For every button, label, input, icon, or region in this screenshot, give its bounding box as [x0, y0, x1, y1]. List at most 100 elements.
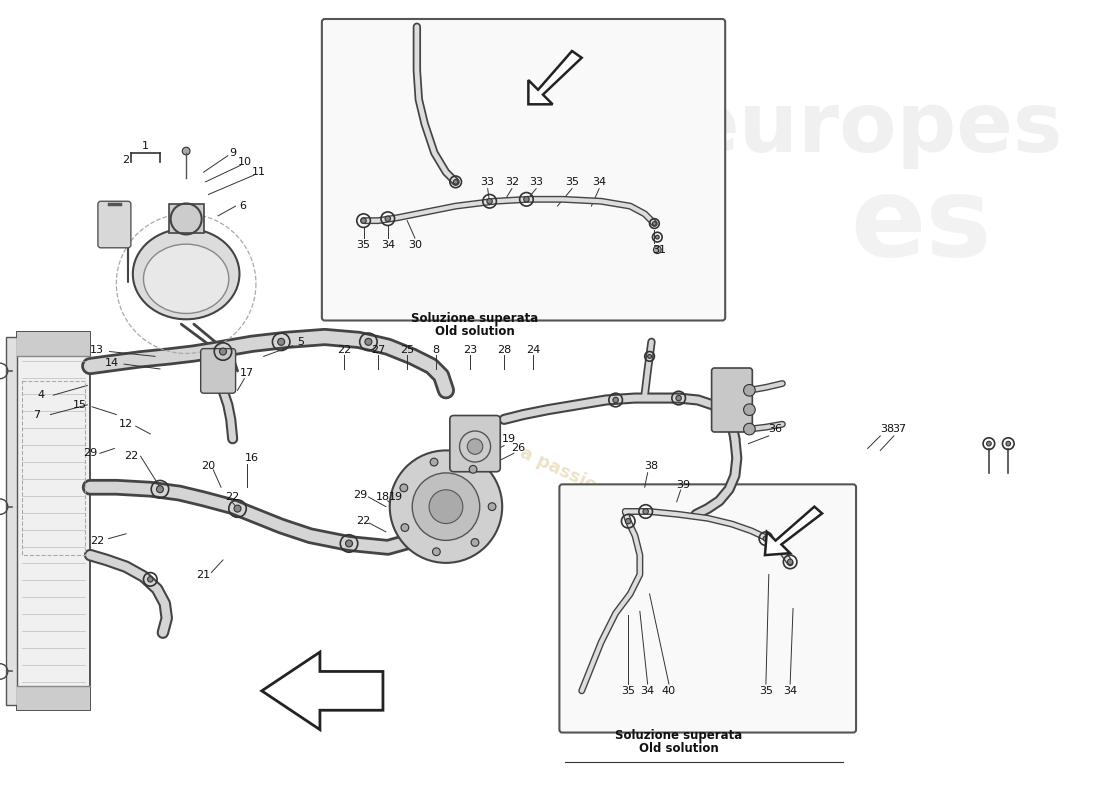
Circle shape: [361, 218, 366, 223]
Text: 17: 17: [240, 368, 254, 378]
Circle shape: [147, 577, 153, 582]
Text: 9: 9: [229, 148, 236, 158]
Circle shape: [524, 197, 529, 202]
Circle shape: [429, 490, 463, 523]
Text: 22: 22: [90, 535, 104, 546]
Text: 12: 12: [119, 419, 133, 430]
Text: 14: 14: [104, 358, 119, 368]
Text: 23: 23: [463, 345, 477, 354]
Text: Old solution: Old solution: [436, 325, 515, 338]
Text: 34: 34: [381, 240, 395, 250]
Text: Soluzione superata: Soluzione superata: [411, 313, 539, 326]
Circle shape: [234, 505, 241, 512]
Text: 13: 13: [90, 345, 103, 354]
Text: 38: 38: [880, 424, 894, 434]
Circle shape: [385, 216, 390, 222]
Text: 33: 33: [481, 177, 495, 187]
Circle shape: [277, 338, 285, 346]
Text: 5: 5: [297, 337, 304, 347]
Circle shape: [470, 466, 477, 474]
Text: 40: 40: [662, 686, 676, 696]
Text: 34: 34: [592, 177, 606, 187]
Circle shape: [156, 486, 164, 493]
Text: 34: 34: [640, 686, 654, 696]
Text: 30: 30: [408, 240, 422, 250]
Circle shape: [400, 484, 408, 492]
Circle shape: [1005, 442, 1011, 446]
Text: 24: 24: [526, 345, 540, 354]
Circle shape: [412, 473, 480, 540]
Circle shape: [468, 438, 483, 454]
Text: 8: 8: [432, 345, 440, 354]
Circle shape: [987, 442, 991, 446]
Text: 35: 35: [759, 686, 773, 696]
Circle shape: [183, 147, 190, 155]
Circle shape: [644, 509, 648, 514]
Text: 35: 35: [565, 177, 579, 187]
Text: 28: 28: [497, 345, 512, 354]
Polygon shape: [764, 506, 822, 555]
Text: 36: 36: [769, 424, 782, 434]
FancyBboxPatch shape: [712, 368, 752, 432]
Circle shape: [365, 338, 372, 346]
Bar: [18, 686, 90, 710]
Text: 11: 11: [252, 167, 266, 177]
FancyBboxPatch shape: [560, 484, 856, 733]
Circle shape: [675, 395, 681, 401]
Bar: [18, 332, 90, 356]
Circle shape: [345, 540, 352, 547]
Circle shape: [487, 198, 493, 204]
Circle shape: [652, 222, 657, 226]
Text: 20: 20: [201, 461, 216, 471]
FancyBboxPatch shape: [98, 202, 131, 248]
Text: 35: 35: [356, 240, 371, 250]
Circle shape: [788, 559, 793, 565]
Text: 15: 15: [73, 400, 87, 410]
Ellipse shape: [143, 244, 229, 314]
Circle shape: [432, 548, 440, 556]
Text: 31: 31: [652, 245, 667, 254]
Text: 6: 6: [239, 201, 246, 211]
Text: 32: 32: [505, 177, 519, 187]
Circle shape: [763, 536, 769, 542]
Text: 37: 37: [892, 424, 906, 434]
Text: 29: 29: [353, 490, 367, 500]
Text: 26: 26: [512, 443, 526, 454]
Text: 33: 33: [529, 177, 543, 187]
Text: 16: 16: [245, 453, 260, 463]
Bar: [18, 332, 90, 710]
Bar: [22, 381, 86, 555]
Bar: [6, 337, 18, 706]
Circle shape: [653, 246, 661, 254]
Text: 19: 19: [502, 434, 516, 444]
Text: 2: 2: [122, 154, 130, 165]
Text: 38: 38: [645, 461, 659, 471]
Text: a passion for parts since 1985: a passion for parts since 1985: [517, 444, 801, 589]
Circle shape: [389, 450, 503, 563]
Circle shape: [430, 458, 438, 466]
Circle shape: [402, 524, 409, 531]
Text: 29: 29: [82, 448, 97, 458]
Text: 1: 1: [142, 141, 148, 151]
Text: 18: 18: [376, 492, 390, 502]
Circle shape: [453, 179, 458, 184]
Text: 39: 39: [676, 480, 691, 490]
Circle shape: [613, 398, 618, 402]
Circle shape: [744, 423, 756, 435]
Text: 35: 35: [621, 686, 635, 696]
FancyBboxPatch shape: [200, 349, 235, 394]
Text: 34: 34: [783, 686, 798, 696]
Text: Soluzione superata: Soluzione superata: [615, 730, 743, 742]
Circle shape: [648, 354, 651, 358]
Text: 22: 22: [226, 492, 240, 502]
Polygon shape: [528, 51, 582, 104]
Text: 22: 22: [356, 516, 371, 526]
Text: 21: 21: [197, 570, 211, 579]
Circle shape: [488, 502, 496, 510]
Ellipse shape: [133, 229, 240, 319]
Text: Old solution: Old solution: [639, 742, 718, 755]
Text: 25: 25: [400, 345, 415, 354]
Text: 19: 19: [388, 492, 403, 502]
Circle shape: [626, 518, 631, 524]
Circle shape: [744, 404, 756, 415]
